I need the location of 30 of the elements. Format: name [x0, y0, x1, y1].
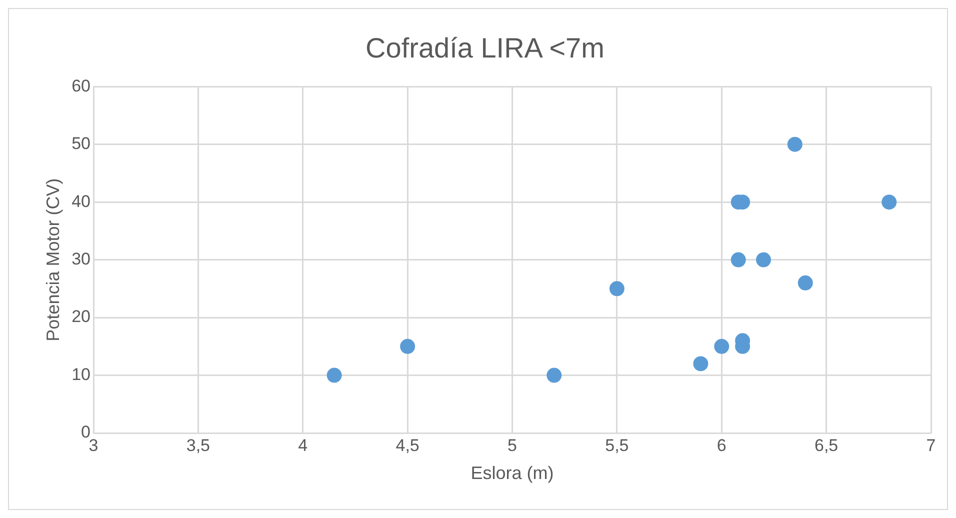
point	[326, 368, 342, 383]
y-tick-label: 40	[72, 192, 91, 211]
x-axis-title: Eslora (m)	[470, 463, 554, 484]
point	[798, 275, 813, 290]
x-tick-label: 3	[88, 436, 98, 455]
x-tick-label: 4,5	[396, 436, 420, 455]
point	[714, 338, 730, 354]
chart-title: Cofradía LIRA <7m	[366, 32, 604, 64]
y-tick-label: 20	[72, 307, 91, 326]
x-tick-label: 5,5	[605, 436, 629, 455]
x-tick-label: 6,5	[814, 436, 838, 455]
point	[756, 252, 771, 268]
point	[787, 136, 802, 152]
point	[609, 281, 624, 296]
y-tick-label: 10	[72, 364, 91, 384]
point	[546, 368, 562, 383]
point	[882, 194, 897, 210]
y-tick-label: 30	[72, 249, 91, 268]
y-axis-title: Potencia Motor (CV)	[42, 178, 63, 342]
x-tick-label: 6	[716, 436, 726, 455]
point	[730, 252, 746, 268]
point	[400, 338, 416, 354]
point	[693, 356, 708, 372]
x-tick-label: 3,5	[186, 436, 210, 455]
x-tick-label: 5	[508, 436, 517, 455]
y-tick-label: 0	[81, 422, 91, 442]
y-tick-label: 50	[72, 134, 91, 154]
x-tick-label: 4	[298, 436, 308, 455]
x-tick-label: 7	[926, 436, 936, 455]
y-tick-label: 60	[72, 76, 91, 96]
